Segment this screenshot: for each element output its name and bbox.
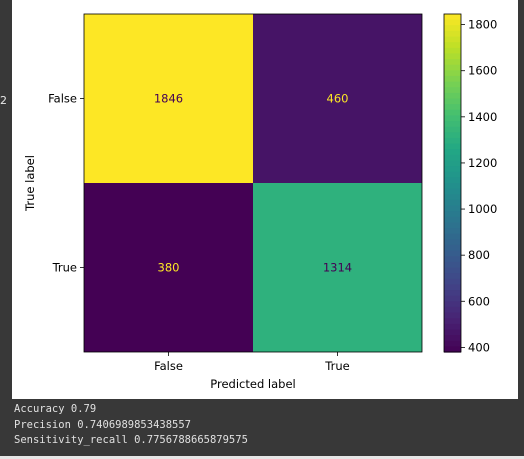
colorbar-segment: [444, 149, 461, 156]
colorbar-segment: [444, 335, 461, 342]
cell-value-label: 380: [158, 261, 180, 275]
colorbar-segment: [444, 177, 461, 184]
colorbar-segment: [444, 166, 461, 173]
colorbar-segment: [444, 250, 461, 257]
colorbar-segment: [444, 75, 461, 83]
colorbar-tick-label: 1600: [468, 64, 497, 78]
colorbar-segment: [444, 273, 461, 280]
colorbar-segment: [444, 92, 461, 100]
colorbar-segment: [444, 115, 461, 122]
colorbar-segment: [444, 64, 461, 71]
colorbar-segment: [444, 126, 461, 133]
colorbar-segment: [444, 25, 461, 32]
colorbar-segment: [444, 284, 461, 291]
colorbar-segment: [444, 228, 461, 235]
colorbar-segment: [444, 306, 461, 314]
heatmap-cell: [253, 183, 422, 352]
colorbar-segment: [444, 47, 461, 55]
colorbar-segment: [444, 143, 461, 150]
colorbar-segment: [444, 81, 461, 88]
colorbar-segment: [444, 36, 461, 43]
colorbar-segment: [444, 244, 461, 252]
chart-panel: 1846 460 380 1314 False True Predicted label Fa…: [12, 0, 518, 399]
colorbar-segment: [444, 194, 461, 201]
colorbar-segment: [444, 154, 461, 162]
cell-value-label: 1314: [323, 261, 352, 275]
colorbar-segment: [444, 104, 461, 111]
colorbar-tick-label: 1400: [468, 110, 497, 124]
colorbar-segment: [444, 87, 461, 94]
heatmap-cell: [84, 14, 253, 183]
colorbar-segment: [444, 301, 461, 308]
cell-value-label: 1846: [154, 92, 183, 106]
colorbar-segment: [444, 216, 461, 224]
colorbar-tick-label: 1200: [468, 156, 497, 170]
colorbar-segment: [444, 267, 461, 274]
cell-output: Accuracy 0.79 Precision 0.74069898534385…: [14, 402, 514, 449]
y-axis-label: True label: [23, 155, 37, 212]
heatmap-frame: [83, 13, 423, 353]
colorbar-tick-label: 600: [468, 294, 490, 308]
colorbar-tick-label: 1800: [468, 18, 497, 32]
cell-value-label: 460: [327, 92, 349, 106]
colorbar-segment: [444, 312, 461, 319]
heatmap-cell: [84, 183, 253, 352]
colorbar-segment: [444, 59, 461, 66]
colorbar-segment: [444, 53, 461, 60]
colorbar-segment: [444, 19, 461, 26]
colorbar-segment: [444, 233, 461, 240]
cell-gutter: 2: [0, 0, 12, 459]
colorbar-segment: [444, 205, 461, 212]
colorbar-frame: [443, 13, 462, 353]
colorbar-tick-label: 1000: [468, 202, 497, 216]
colorbar-segment: [444, 256, 461, 263]
colorbar-tick-label: 800: [468, 248, 490, 262]
colorbar-segment: [444, 323, 461, 331]
y-tick-label: False: [48, 92, 77, 106]
colorbar-segment: [444, 340, 461, 347]
colorbar-segment: [444, 160, 461, 167]
colorbar-tick-label: 400: [468, 340, 490, 354]
colorbar-segment: [444, 14, 461, 21]
colorbar-segment: [444, 346, 461, 353]
gutter-text: 2: [0, 94, 7, 107]
confusion-matrix-chart: 1846 460 380 1314 False True Predicted label Fa…: [23, 13, 497, 391]
colorbar-segment: [444, 239, 461, 246]
heatmap-cell: [253, 14, 422, 183]
colorbar-segment: [444, 109, 461, 116]
x-axis-label: Predicted label: [210, 377, 295, 391]
output-line-accuracy: Accuracy 0.79: [14, 403, 97, 415]
colorbar-segment: [444, 137, 461, 145]
colorbar-segment: [444, 329, 461, 336]
colorbar-segment: [444, 30, 461, 38]
colorbar-segment: [444, 132, 461, 139]
colorbar-segment: [444, 261, 461, 269]
colorbar-segment: [444, 318, 461, 325]
colorbar-segment: [444, 188, 461, 195]
colorbar-segment: [444, 98, 461, 105]
colorbar-segment: [444, 295, 461, 302]
x-tick-label: True: [324, 359, 349, 373]
colorbar-segment: [444, 183, 461, 190]
colorbar-segment: [444, 211, 461, 218]
x-tick-label: False: [154, 359, 183, 373]
y-tick-label: True: [52, 261, 77, 275]
colorbar-segment: [444, 70, 461, 77]
bottom-edge: [0, 456, 524, 459]
colorbar-segment: [444, 199, 461, 207]
colorbar-segment: [444, 278, 461, 285]
output-line-recall: Sensitivity_recall 0.7756788665879575: [14, 434, 248, 446]
colorbar-segment: [444, 290, 461, 297]
colorbar-segment: [444, 42, 461, 49]
colorbar-segment: [444, 222, 461, 229]
colorbar-segment: [444, 171, 461, 178]
colorbar-segment: [444, 121, 461, 128]
output-line-precision: Precision 0.7406989853438557: [14, 418, 192, 431]
